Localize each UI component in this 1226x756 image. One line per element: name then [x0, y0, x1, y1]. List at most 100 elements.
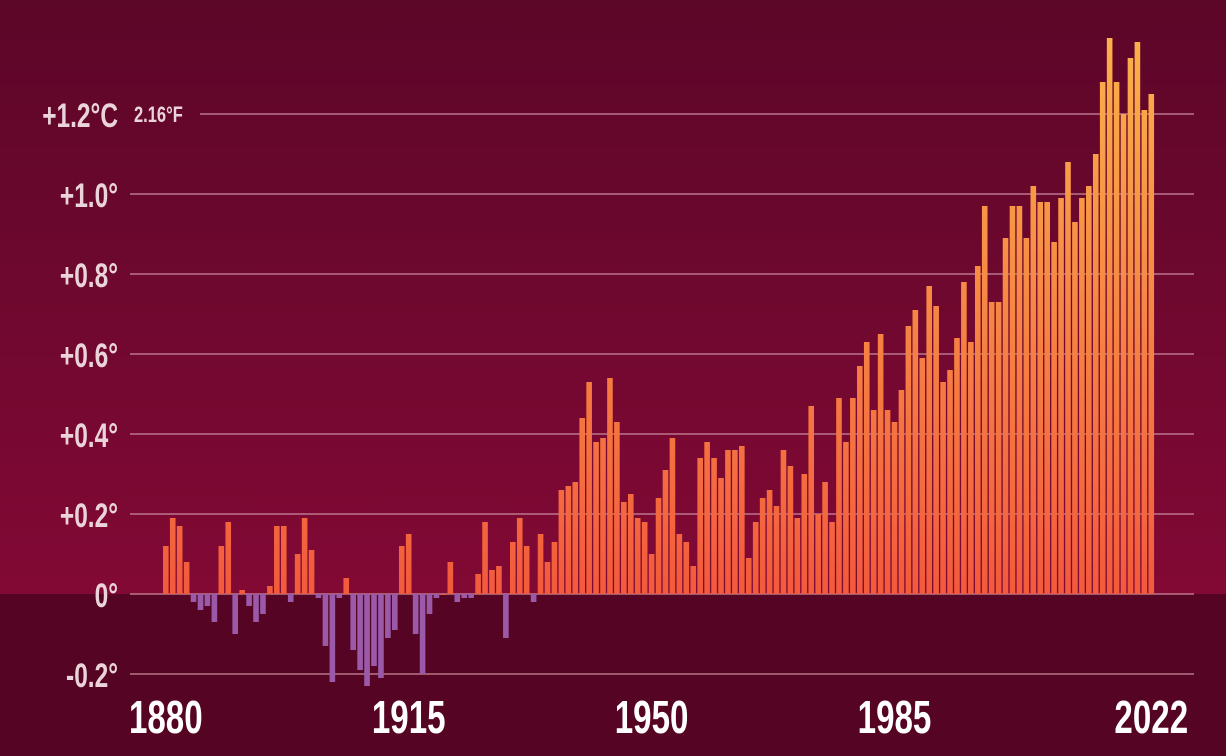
bar-year-1896 [274, 526, 280, 594]
bar-year-1985 [891, 422, 898, 594]
bar-year-1986 [898, 390, 905, 594]
bar-year-1928 [496, 566, 502, 594]
bar-year-1976 [829, 522, 835, 594]
bar-year-1992 [940, 382, 946, 594]
bar-year-1884 [190, 594, 197, 602]
bar-year-1912 [385, 594, 391, 638]
bar-year-1950 [648, 554, 655, 594]
bar-year-2002 [1009, 206, 1016, 594]
bar-year-2014 [1092, 154, 1099, 594]
bar-year-1947 [627, 494, 634, 594]
below-zero-background [0, 594, 1226, 756]
bar-year-1941 [586, 382, 592, 594]
bar-year-1970 [787, 466, 794, 594]
bar-year-1899 [294, 554, 301, 594]
bar-year-1960 [718, 478, 724, 594]
bar-year-2020 [1134, 42, 1141, 594]
bar-year-1883 [183, 562, 190, 594]
bar-year-1892 [246, 594, 252, 606]
bar-year-1974 [815, 514, 821, 594]
bar-year-1897 [280, 526, 287, 594]
bar-year-1965 [752, 522, 759, 594]
bar-year-1943 [600, 438, 606, 594]
bar-year-1919 [433, 594, 440, 598]
bar-year-1984 [884, 410, 891, 594]
bar-year-1996 [968, 342, 974, 594]
bar-year-1997 [974, 266, 981, 594]
bar-year-1971 [794, 518, 801, 594]
y-tick-label: +0.4° [60, 417, 118, 455]
bar-year-1893 [253, 594, 259, 622]
bar-year-1887 [211, 594, 218, 622]
bar-year-1911 [378, 594, 384, 678]
y-axis-labels: +1.2°C 2.16°F +1.0° +0.8° +0.6° +0.4° +0.2° 0° -… [42, 97, 183, 695]
bar-year-1953 [669, 438, 676, 594]
bar-year-1927 [489, 570, 495, 594]
y-tick-label: +0.6° [60, 337, 118, 375]
y-tick-label: +0.8° [60, 257, 118, 295]
bar-year-1979 [850, 398, 856, 594]
bar-year-1915 [405, 534, 412, 594]
bar-year-2012 [1079, 198, 1085, 594]
bar-year-1922 [454, 594, 461, 602]
x-tick-label-1950: 1950 [615, 693, 689, 743]
bar-year-1902 [315, 594, 322, 598]
bar-year-1999 [988, 302, 995, 594]
bar-year-1910 [371, 594, 377, 666]
bar-year-1944 [607, 378, 613, 594]
bar-year-1924 [468, 594, 474, 598]
y-tick-label: +0.2° [60, 497, 118, 535]
bar-year-1926 [482, 522, 488, 594]
bar-year-1933 [530, 594, 537, 602]
bar-year-1939 [572, 482, 579, 594]
bar-year-1907 [350, 594, 356, 650]
bar-year-1905 [336, 594, 343, 598]
bar-year-1980 [857, 366, 863, 594]
bar-year-1903 [322, 594, 329, 646]
bar-year-1889 [225, 522, 232, 594]
bar-year-1882 [176, 526, 183, 594]
bar-year-1931 [516, 518, 523, 594]
bar-year-1951 [655, 498, 662, 594]
bar-year-2013 [1086, 186, 1092, 594]
bar-year-1988 [912, 310, 919, 594]
bar-year-1920 [440, 594, 447, 595]
bar-year-1946 [621, 502, 627, 594]
bar-year-1914 [398, 546, 405, 594]
bars [163, 38, 1155, 686]
bar-year-2011 [1072, 222, 1078, 594]
bar-year-2010 [1065, 162, 1071, 594]
bar-year-1983 [877, 334, 884, 594]
bar-year-2015 [1099, 82, 1106, 594]
bar-year-1955 [683, 542, 690, 594]
bar-year-1936 [551, 542, 558, 594]
bar-year-2004 [1023, 238, 1030, 594]
bar-year-1958 [704, 442, 710, 594]
bar-year-1888 [218, 546, 225, 594]
bar-year-1921 [447, 562, 454, 594]
bar-year-1972 [801, 474, 808, 594]
bar-year-1952 [662, 470, 669, 594]
bar-year-1993 [947, 370, 953, 594]
bar-year-1901 [308, 550, 315, 594]
bar-year-1962 [732, 450, 738, 594]
bar-year-1977 [836, 398, 842, 594]
bar-year-1935 [544, 562, 551, 594]
bar-year-2022 [1148, 94, 1155, 594]
bar-year-2021 [1141, 110, 1148, 594]
bar-year-1954 [676, 534, 683, 594]
bar-year-1923 [461, 594, 468, 598]
bar-year-1916 [412, 594, 419, 634]
bar-year-1908 [357, 594, 363, 670]
bar-year-1913 [392, 594, 398, 630]
bar-year-1975 [822, 482, 828, 594]
bar-year-2007 [1044, 202, 1050, 594]
bar-year-1949 [641, 522, 648, 594]
bar-year-1995 [961, 282, 967, 594]
bar-year-1904 [329, 594, 336, 682]
bar-year-1881 [169, 518, 176, 594]
bar-year-2001 [1002, 238, 1009, 594]
bar-year-1918 [426, 594, 433, 614]
bar-year-1880 [163, 546, 169, 594]
